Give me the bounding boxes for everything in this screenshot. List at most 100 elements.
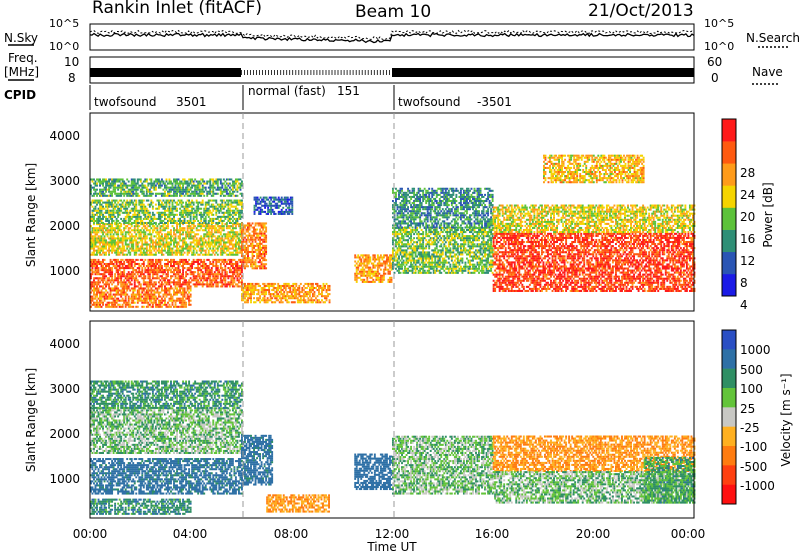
power-cells-cell <box>366 254 369 257</box>
power-cells-cell <box>233 233 236 236</box>
power-cells-cell <box>182 275 185 278</box>
power-cells-cell <box>204 279 207 282</box>
power-cells-cell <box>115 211 118 214</box>
power-cells-cell <box>96 211 98 214</box>
power-cells-cell <box>231 251 234 254</box>
power-cells-cell <box>228 194 231 197</box>
power-cells-cell <box>170 213 172 216</box>
power-cells-cell <box>154 221 157 225</box>
power-cells-cell <box>254 232 257 235</box>
power-cells-cell <box>286 196 289 199</box>
power-cells-cell <box>108 188 111 191</box>
power-cells-cell <box>118 229 121 232</box>
power-cells-cell <box>210 267 213 270</box>
power-cells-cell <box>253 208 256 211</box>
power-cells-cell <box>197 253 200 256</box>
power-cells-cell <box>90 201 92 204</box>
power-cells-cell <box>237 269 240 272</box>
power-cells-cell <box>204 209 207 212</box>
power-cells-cell <box>228 233 231 236</box>
power-cells-cell <box>198 223 201 226</box>
power-cells-cell <box>159 262 162 266</box>
power-cells-cell <box>141 219 144 222</box>
power-cells-cell <box>93 243 95 246</box>
power-cells-cell <box>165 281 168 284</box>
power-cells-cell <box>91 178 94 181</box>
power-cells-cell <box>253 250 255 254</box>
power-cells-cell <box>176 221 178 225</box>
power-cells-cell <box>224 258 227 261</box>
power-cells-cell <box>194 215 197 218</box>
power-cells-cell <box>218 273 221 276</box>
power-cells-cell <box>254 259 257 262</box>
power-cells-cell <box>135 182 138 185</box>
power-cells-cell <box>109 209 112 212</box>
power-cells-cell <box>237 273 240 276</box>
power-cells-cell <box>96 245 98 248</box>
power-cells-cell <box>194 247 197 250</box>
power-cells-cell <box>307 293 310 296</box>
power-cells-cell <box>225 241 228 244</box>
power-cells-cell <box>180 291 183 294</box>
power-cells-cell <box>90 299 92 302</box>
power-cells-cell <box>117 299 120 302</box>
power-cells-cell <box>230 260 233 263</box>
power-cells-cell <box>367 270 370 273</box>
power-cells-cell <box>109 184 112 187</box>
power-cells-cell <box>203 249 206 252</box>
power-cells-cell <box>157 201 160 204</box>
power-cells-cell <box>200 207 203 210</box>
power-cells-cell <box>283 295 286 298</box>
power-cells-cell <box>216 258 219 261</box>
power-cells-cell <box>288 202 291 205</box>
power-cells-cell <box>195 213 198 216</box>
power-cells-cell <box>230 283 233 286</box>
power-cells-cell <box>129 188 132 191</box>
power-cells-cell <box>136 285 139 288</box>
power-cells-cell <box>144 221 147 225</box>
power-cells-cell <box>151 192 154 195</box>
power-cells-cell <box>197 184 200 187</box>
power-cells-cell <box>176 253 178 256</box>
power-cells-cell <box>111 184 114 187</box>
power-cells-cell <box>265 284 268 287</box>
power-cells-cell <box>201 223 204 226</box>
power-cells-cell <box>207 271 210 274</box>
power-cells-cell <box>151 182 154 185</box>
power-cells-cell <box>197 194 200 197</box>
power-cells-cell <box>120 188 123 191</box>
power-cells-cell <box>127 190 130 193</box>
power-cells-cell <box>174 190 177 193</box>
power-cells-cell <box>150 233 153 236</box>
power-cells-cell <box>180 305 183 308</box>
power-cells-cell <box>180 186 183 189</box>
power-cells-cell <box>139 258 142 261</box>
power-cells-cell <box>117 293 120 296</box>
power-cells-cell <box>94 231 97 234</box>
power-cells-cell <box>283 210 286 213</box>
power-cells-cell <box>201 215 204 218</box>
power-cells-cell <box>168 243 171 246</box>
power-cells-cell <box>218 215 221 218</box>
power-cells-cell <box>127 245 130 248</box>
power-cells-cell <box>145 186 148 189</box>
power-cells-cell <box>96 269 98 272</box>
power-cells-cell <box>200 190 203 193</box>
power-cells-cell <box>150 180 153 183</box>
power-cells-cell <box>94 235 97 238</box>
power-cells-cell <box>141 207 144 210</box>
power-cells-cell <box>144 267 147 270</box>
power-cells-cell <box>120 293 123 296</box>
power-cells-cell <box>197 245 200 248</box>
power-cells-cell <box>129 223 132 226</box>
nsky-trace <box>89 32 695 44</box>
power-cells-cell <box>153 297 156 300</box>
power-cells-cell <box>173 217 175 220</box>
power-cells-cell <box>234 245 237 248</box>
power-cells-cell <box>130 283 133 286</box>
power-cells-cell <box>148 299 151 302</box>
power-cells-cell <box>112 209 115 212</box>
power-cells-cell <box>277 196 280 199</box>
power-cells-cell <box>281 297 284 300</box>
power-cells-cell <box>132 207 135 210</box>
